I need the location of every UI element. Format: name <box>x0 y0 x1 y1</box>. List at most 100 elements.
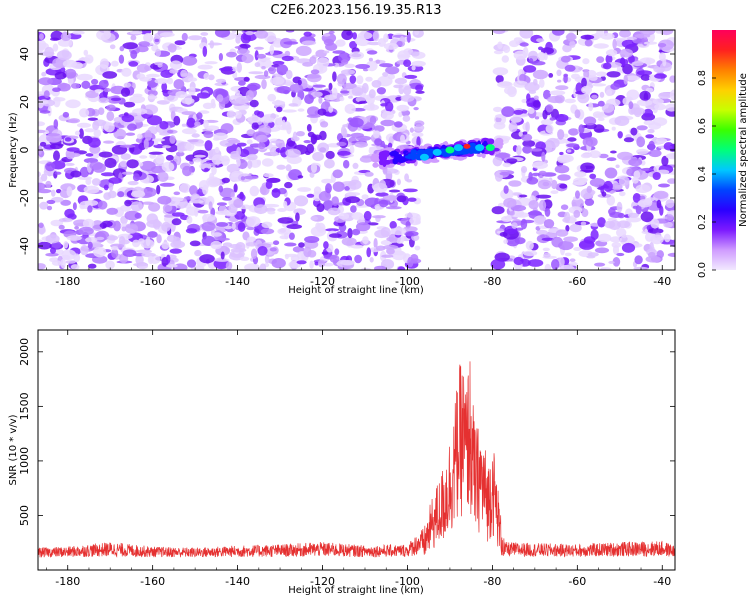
heatmap-cell <box>526 93 531 102</box>
heatmap-cell <box>652 98 664 105</box>
heatmap-cell <box>569 40 576 48</box>
heatmap-cell <box>118 54 125 64</box>
heatmap-cell <box>527 107 535 114</box>
heatmap-cell <box>156 184 161 195</box>
heatmap-cell <box>582 58 590 65</box>
heatmap-cell <box>64 137 72 142</box>
heatmap-cell <box>395 96 403 101</box>
heatmap-cell <box>66 186 73 197</box>
heatmap-cell <box>411 60 426 67</box>
heatmap-cell <box>617 131 623 139</box>
heatmap-cell <box>222 197 233 201</box>
heatmap-feature-core <box>432 148 442 156</box>
heatmap-cell <box>161 82 168 92</box>
figure-title: C2E6.2023.156.19.35.R13 <box>270 3 441 18</box>
heatmap-cell <box>528 58 534 64</box>
heatmap-cell <box>284 232 289 240</box>
heatmap-cell <box>371 80 382 88</box>
heatmap-cell <box>309 260 314 269</box>
heatmap-cell <box>93 246 107 258</box>
heatmap-cell <box>391 227 407 236</box>
heatmap-cell <box>333 62 340 68</box>
heatmap-cell <box>601 191 607 197</box>
heatmap-cell <box>544 207 551 217</box>
heatmap-cell <box>54 171 62 175</box>
heatmap-cell <box>267 210 276 215</box>
heatmap-cell <box>263 203 280 208</box>
heatmap-cell <box>230 247 247 253</box>
heatmap-cell <box>346 192 361 196</box>
heatmap-cell <box>667 252 675 257</box>
heatmap-cell <box>344 103 356 114</box>
heatmap-cell <box>215 78 226 83</box>
heatmap-cell <box>373 238 378 249</box>
heatmap-feature-cell <box>379 159 384 166</box>
heatmap-cell <box>80 244 89 256</box>
heatmap-cell <box>403 59 412 67</box>
heatmap-cell <box>493 106 503 113</box>
heatmap-cell <box>307 85 313 89</box>
heatmap-cell <box>193 154 206 158</box>
heatmap-cell <box>38 129 46 134</box>
y-tick-label: 40 <box>18 47 31 61</box>
heatmap-cell <box>186 259 197 268</box>
heatmap-cell <box>108 177 122 184</box>
heatmap-cell <box>273 240 280 245</box>
heatmap-cell <box>612 38 617 50</box>
heatmap-cell <box>538 46 543 51</box>
colorbar: 0.0 0.2 0.4 0.6 0.8 Normalized spectral ampl… <box>697 30 749 278</box>
heatmap-cell <box>662 57 667 67</box>
heatmap-cell <box>173 191 181 196</box>
x-tick-label: -100 <box>395 275 420 288</box>
heatmap-cell <box>233 198 244 208</box>
heatmap-cell <box>147 255 154 265</box>
heatmap-cell <box>231 30 237 34</box>
heatmap-cell <box>523 65 537 73</box>
heatmap-cell <box>560 204 569 210</box>
heatmap-cell <box>244 263 260 270</box>
heatmap-cell <box>39 201 49 210</box>
heatmap-cell <box>538 199 547 211</box>
heatmap-cell <box>38 42 45 53</box>
heatmap-cell <box>556 155 571 164</box>
heatmap-cell <box>314 261 319 266</box>
snr-panel: -180 -160 -140 -120 -100 -80 -60 -40 500 1000 150… <box>8 329 676 596</box>
heatmap-cell <box>525 240 534 251</box>
heatmap-cell <box>543 219 555 229</box>
heatmap-cell <box>565 225 570 232</box>
heatmap-cell <box>186 215 193 224</box>
heatmap-cell <box>621 242 636 253</box>
heatmap-cell <box>506 214 512 222</box>
heatmap-cell <box>65 99 81 109</box>
heatmap-cell <box>136 73 146 80</box>
heatmap-cell <box>56 189 62 194</box>
heatmap-cell <box>231 222 236 230</box>
heatmap-cell <box>499 232 508 237</box>
heatmap-cell <box>181 55 198 66</box>
heatmap-cell <box>298 242 305 248</box>
heatmap-cell <box>113 128 127 140</box>
heatmap-cell <box>133 262 149 267</box>
heatmap-cell <box>551 236 563 248</box>
heatmap-cell <box>130 201 143 212</box>
heatmap-cell <box>282 109 297 113</box>
heatmap-cell <box>599 91 605 98</box>
heatmap-cell <box>586 255 596 259</box>
heatmap-cell <box>332 169 344 179</box>
heatmap-cell <box>534 215 547 225</box>
heatmap-cell <box>281 55 294 62</box>
heatmap-cell <box>307 106 320 117</box>
heatmap-cell <box>616 201 623 213</box>
y-tick-label: 500 <box>18 505 31 526</box>
heatmap-cell <box>64 68 77 79</box>
heatmap-cell <box>608 220 621 231</box>
heatmap-cell <box>361 82 369 94</box>
heatmap-cell <box>502 45 511 53</box>
heatmap-cell <box>572 181 585 186</box>
heatmap-feature-core <box>453 144 463 152</box>
heatmap-cell <box>541 47 554 55</box>
heatmap-cell <box>600 33 615 40</box>
heatmap-cell <box>271 258 286 269</box>
heatmap-cell <box>307 250 317 258</box>
heatmap-cell <box>380 119 396 127</box>
